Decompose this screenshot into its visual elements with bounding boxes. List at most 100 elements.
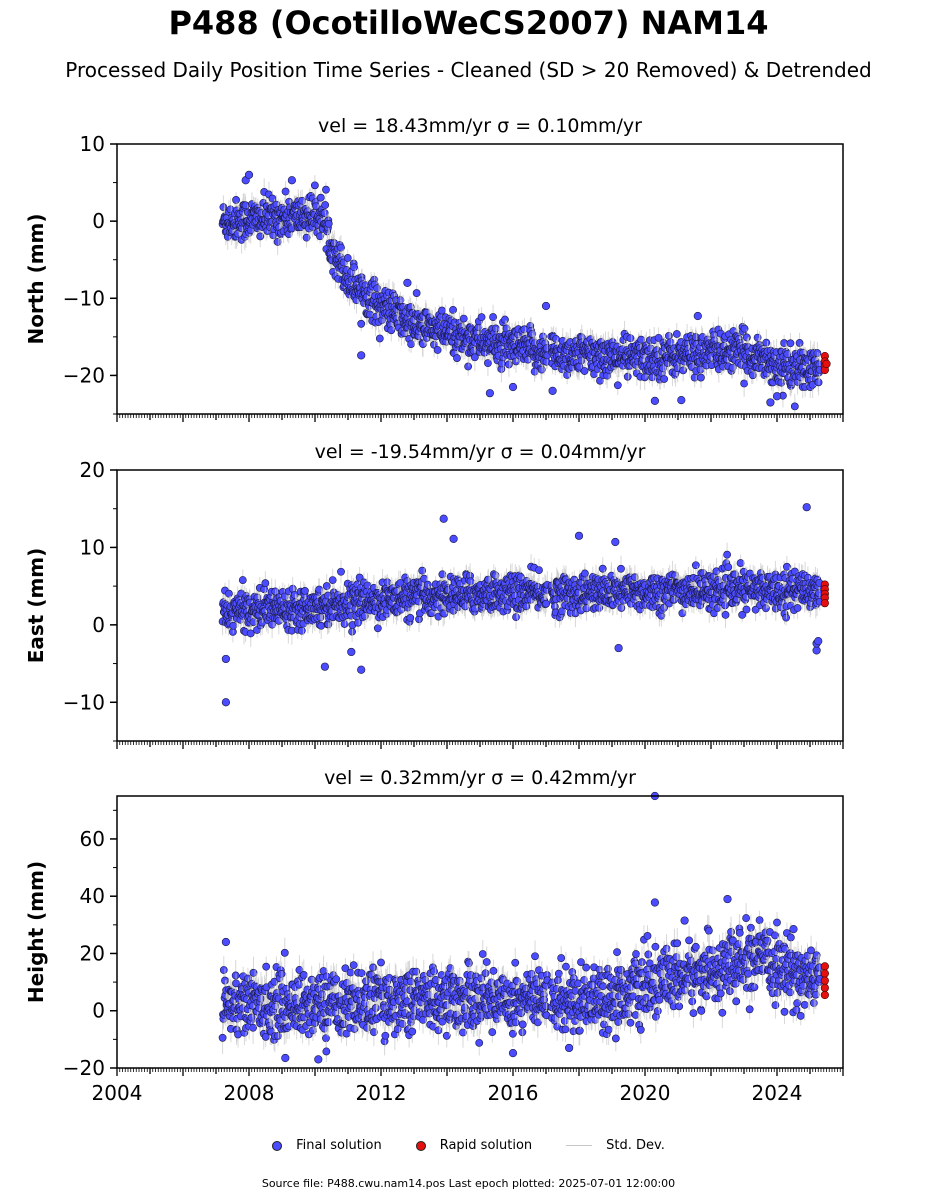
final-outlier-point — [548, 386, 557, 395]
final-point — [419, 340, 427, 348]
final-outlier-point — [357, 351, 366, 360]
final-point — [238, 576, 247, 584]
final-outlier-point — [485, 389, 495, 398]
panel-title-north: vel = 18.43mm/yr σ = 0.10mm/yr — [318, 115, 642, 137]
panel-north: vel = 18.43mm/yr σ = 0.10mm/yr North (mm)… — [24, 115, 844, 422]
final-point — [790, 402, 799, 411]
y-tick-label: −20 — [63, 363, 105, 387]
final-point — [762, 338, 771, 347]
final-point — [580, 367, 589, 375]
final-point — [464, 362, 473, 371]
final-point — [324, 219, 333, 228]
final-outlier-point — [244, 170, 254, 179]
final-point — [535, 566, 543, 575]
final-point — [423, 580, 432, 589]
final-point — [512, 613, 520, 622]
final-point — [489, 313, 497, 321]
final-point — [433, 346, 442, 354]
final-point — [301, 587, 309, 595]
final-point — [453, 354, 461, 362]
final-point — [623, 372, 632, 381]
final-point — [373, 624, 382, 633]
final-point — [613, 381, 622, 390]
y-tick-label: 0 — [92, 209, 105, 233]
final-outlier-point — [693, 311, 702, 321]
final-point — [246, 629, 255, 638]
final-point — [316, 193, 325, 202]
final-point — [337, 567, 345, 576]
final-point — [469, 346, 478, 355]
final-point — [350, 263, 358, 272]
final-point — [310, 181, 319, 190]
final-point — [626, 334, 635, 343]
final-point — [795, 339, 804, 347]
final-point — [317, 621, 326, 630]
series-points-east — [218, 503, 829, 707]
final-point — [261, 579, 270, 588]
final-point — [387, 326, 396, 335]
final-point — [697, 373, 705, 382]
y-tick-label: −10 — [63, 286, 105, 310]
final-point — [297, 626, 306, 635]
final-outlier-point — [772, 392, 782, 401]
rapid-point — [822, 359, 831, 368]
final-point — [281, 187, 290, 196]
final-point — [273, 238, 282, 246]
final-point — [229, 621, 238, 630]
final-point — [679, 366, 688, 375]
final-outlier-point — [766, 398, 775, 407]
final-point — [748, 371, 757, 380]
final-point — [321, 201, 330, 209]
final-point — [302, 233, 311, 242]
final-point — [477, 313, 486, 322]
final-point — [322, 582, 331, 590]
final-outlier-point — [508, 382, 518, 392]
final-point — [406, 614, 415, 622]
final-point — [219, 203, 228, 212]
final-point — [786, 339, 795, 348]
final-point — [407, 340, 415, 349]
final-outlier-point — [541, 301, 551, 311]
final-point — [412, 289, 421, 297]
final-point — [256, 232, 265, 241]
final-point — [298, 196, 307, 205]
final-point — [505, 360, 513, 369]
final-point — [357, 319, 366, 328]
final-point — [470, 353, 479, 362]
final-point — [459, 314, 468, 323]
final-point — [418, 566, 427, 575]
final-point — [449, 305, 457, 314]
y-tick-label: 10 — [80, 132, 105, 156]
y-axis-label-north: North (mm) — [24, 213, 48, 344]
final-point — [542, 599, 551, 608]
final-point — [740, 379, 749, 388]
final-point — [438, 306, 446, 315]
final-point — [375, 334, 384, 343]
final-point — [660, 375, 669, 383]
final-outlier-point — [287, 176, 297, 185]
final-outlier-point — [677, 396, 686, 405]
final-point — [484, 359, 492, 368]
final-point — [232, 196, 240, 204]
final-point — [522, 602, 531, 611]
final-point — [501, 315, 509, 324]
final-point — [343, 254, 352, 262]
final-point — [337, 243, 345, 252]
chart-title: P488 (OcotilloWeCS2007) NAM14 — [168, 4, 769, 42]
chart-subtitle: Processed Daily Position Time Series - C… — [65, 58, 872, 82]
final-point — [322, 185, 330, 194]
final-point — [672, 330, 681, 338]
panel-east: vel = -19.54mm/yr σ = 0.04mm/yr East (mm)… — [24, 441, 844, 749]
final-point — [777, 378, 786, 387]
y-axis-label-east: East (mm) — [24, 548, 48, 664]
panel-title-east: vel = -19.54mm/yr σ = 0.04mm/yr — [315, 441, 646, 463]
final-point — [316, 232, 324, 241]
final-point — [225, 589, 233, 598]
final-point — [328, 576, 337, 584]
series-points-north — [218, 170, 831, 420]
final-point — [466, 577, 475, 586]
final-outlier-point — [650, 396, 660, 405]
final-point — [373, 284, 381, 293]
final-outlier-point — [403, 278, 412, 287]
